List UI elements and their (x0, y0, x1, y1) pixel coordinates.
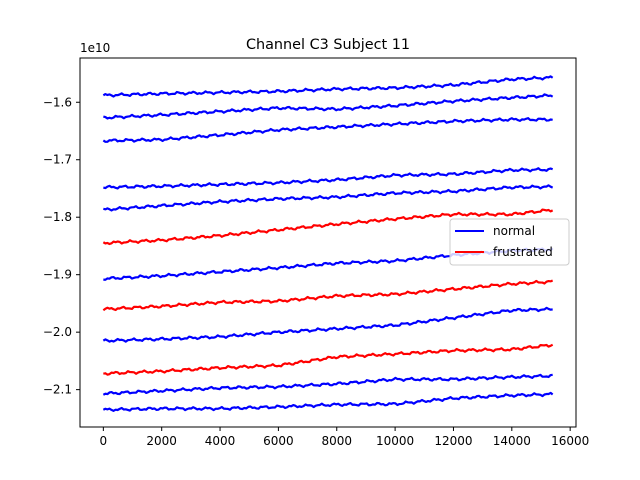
x-tick-label: 0 (100, 434, 108, 448)
x-tick-label: 14000 (493, 434, 531, 448)
y-tick-label: −1.9 (43, 268, 72, 282)
x-tick-label: 6000 (263, 434, 294, 448)
legend: normal frustrated (449, 218, 570, 266)
legend-label-normal: normal (493, 224, 535, 238)
x-tick-label: 4000 (205, 434, 236, 448)
y-tick-label: −1.8 (43, 210, 72, 224)
series-line-normal (103, 93, 554, 120)
series-line-normal (102, 391, 554, 412)
x-tick-label: 16000 (551, 434, 589, 448)
series-line-frustrated (102, 279, 554, 312)
y-tick-label: −1.6 (43, 95, 72, 109)
x-tick-label: 2000 (146, 434, 177, 448)
x-tick-label: 12000 (434, 434, 472, 448)
series-line-normal (102, 117, 553, 143)
y-tick-label: −2.0 (43, 325, 72, 339)
series-line-normal (103, 184, 554, 212)
axes-layer: 0 2000 4000 6000 8000 10000 12000 14000 16000 −2.… (43, 57, 589, 448)
series-line-normal (103, 167, 554, 190)
series-layer (102, 75, 554, 412)
series-line-normal (102, 306, 553, 343)
x-tick-label: 8000 (321, 434, 352, 448)
x-tick-label: 10000 (376, 434, 414, 448)
y-tick-label: −1.7 (43, 153, 72, 167)
plot-frame (79, 57, 577, 428)
series-line-frustrated (102, 208, 554, 246)
y-offset-text: 1e10 (80, 41, 110, 55)
series-line-frustrated (103, 343, 554, 376)
series-line-normal (102, 75, 554, 98)
series-line-normal (102, 373, 553, 396)
legend-label-frustrated: frustrated (493, 245, 553, 259)
y-tick-label: −2.1 (43, 383, 72, 397)
chart-title: Channel C3 Subject 11 (246, 37, 410, 53)
